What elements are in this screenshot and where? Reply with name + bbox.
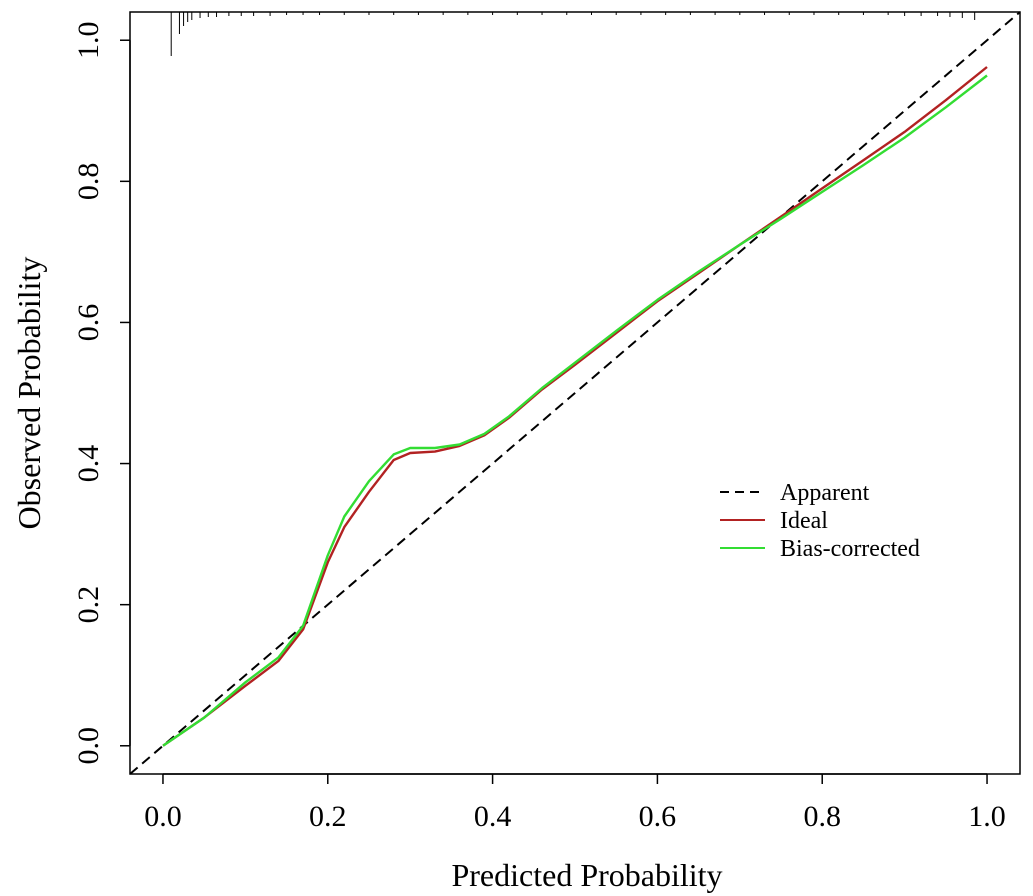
series-line-ideal	[162, 66, 988, 747]
y-tick-label: 0.2	[72, 586, 105, 624]
series-line-bias-corrected	[162, 74, 988, 747]
legend-label-ideal: Ideal	[780, 508, 828, 534]
x-tick-label: 0.6	[639, 800, 677, 833]
rug-marks	[170, 12, 976, 56]
x-tick-label: 1.0	[968, 800, 1006, 833]
y-axis-label: Observed Probability	[11, 257, 47, 530]
series-lines	[129, 11, 1021, 775]
legend-label-apparent: Apparent	[780, 480, 870, 506]
x-tick-label: 0.8	[803, 800, 841, 833]
x-axis-label: Predicted Probability	[451, 857, 722, 893]
y-tick-label: 0.0	[72, 727, 105, 765]
x-tick-label: 0.2	[309, 800, 347, 833]
legend: Apparent Ideal Bias-corrected	[720, 480, 920, 562]
x-axis: 0.0 0.2 0.4 0.6 0.8 1.0	[144, 773, 1006, 833]
series-line-apparent	[129, 11, 1021, 775]
x-tick-label: 0.0	[144, 800, 182, 833]
y-tick-label: 1.0	[72, 21, 105, 59]
y-tick-label: 0.4	[72, 445, 105, 483]
legend-label-bias-corrected: Bias-corrected	[780, 536, 920, 562]
y-tick-label: 0.6	[72, 304, 105, 342]
y-tick-label: 0.8	[72, 163, 105, 201]
y-axis: 0.0 0.2 0.4 0.6 0.8 1.0	[72, 21, 131, 765]
x-tick-label: 0.4	[474, 800, 512, 833]
